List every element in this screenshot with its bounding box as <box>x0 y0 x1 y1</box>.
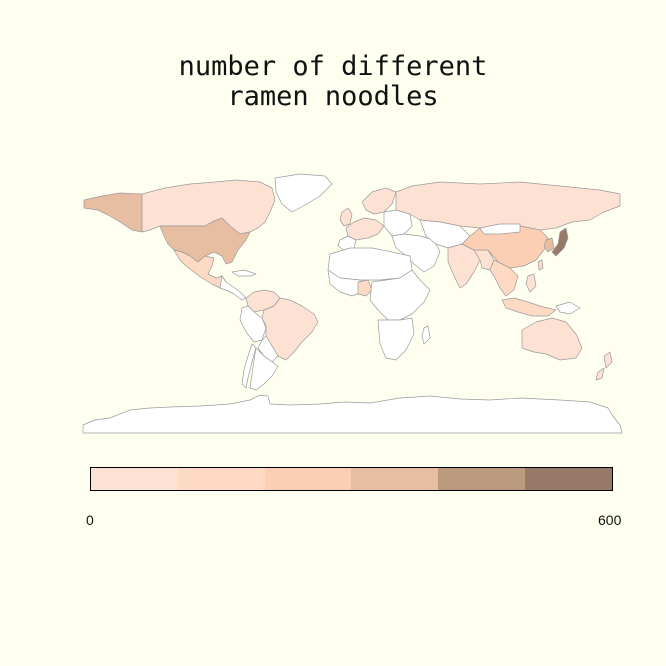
legend-swatch-6 <box>525 468 612 490</box>
color-legend <box>90 467 613 491</box>
region-united-kingdom <box>339 207 353 227</box>
region-peru <box>239 305 267 343</box>
region-west-africa <box>327 269 363 297</box>
region-alaska <box>83 192 143 233</box>
region-central-africa <box>369 269 431 321</box>
region-australia <box>521 317 583 361</box>
region-central-america <box>219 275 247 301</box>
chart-title: number of different ramen noodles <box>0 52 666 112</box>
region-taiwan <box>537 259 544 271</box>
legend-swatch-3 <box>264 468 352 490</box>
region-madagascar <box>421 325 431 345</box>
region-greenland <box>274 173 333 213</box>
region-argentina <box>249 347 279 391</box>
region-scandinavia <box>361 187 397 215</box>
region-middle-east <box>391 233 441 273</box>
legend-swatch-2 <box>177 468 265 490</box>
legend-swatch-4 <box>351 468 439 490</box>
region-nigeria <box>357 279 373 297</box>
region-new-zealand <box>595 351 613 381</box>
chart-title-line-2: ramen noodles <box>227 81 439 112</box>
region-mexico <box>173 249 227 289</box>
region-eastern-europe <box>383 209 413 237</box>
region-chile <box>241 343 257 389</box>
region-southern-africa <box>377 317 415 361</box>
region-caribbean <box>231 269 257 277</box>
region-mongolia <box>479 223 521 235</box>
region-philippines <box>525 273 537 293</box>
region-brazil <box>261 297 319 361</box>
region-papua <box>555 301 581 315</box>
region-japan <box>551 227 569 257</box>
region-antarctica <box>82 394 623 434</box>
region-southeast-asia <box>489 259 519 297</box>
region-north-africa <box>327 247 413 281</box>
legend-swatch-5 <box>438 468 526 490</box>
legend-max-label: 600 <box>598 512 622 528</box>
region-western-europe <box>345 217 385 241</box>
legend-min-label: 0 <box>86 512 94 528</box>
legend-swatch-1 <box>91 468 178 490</box>
region-bolivia <box>257 335 279 363</box>
region-indonesia <box>501 297 557 317</box>
region-south-korea <box>543 237 555 253</box>
chart-title-line-1: number of different <box>178 51 488 82</box>
